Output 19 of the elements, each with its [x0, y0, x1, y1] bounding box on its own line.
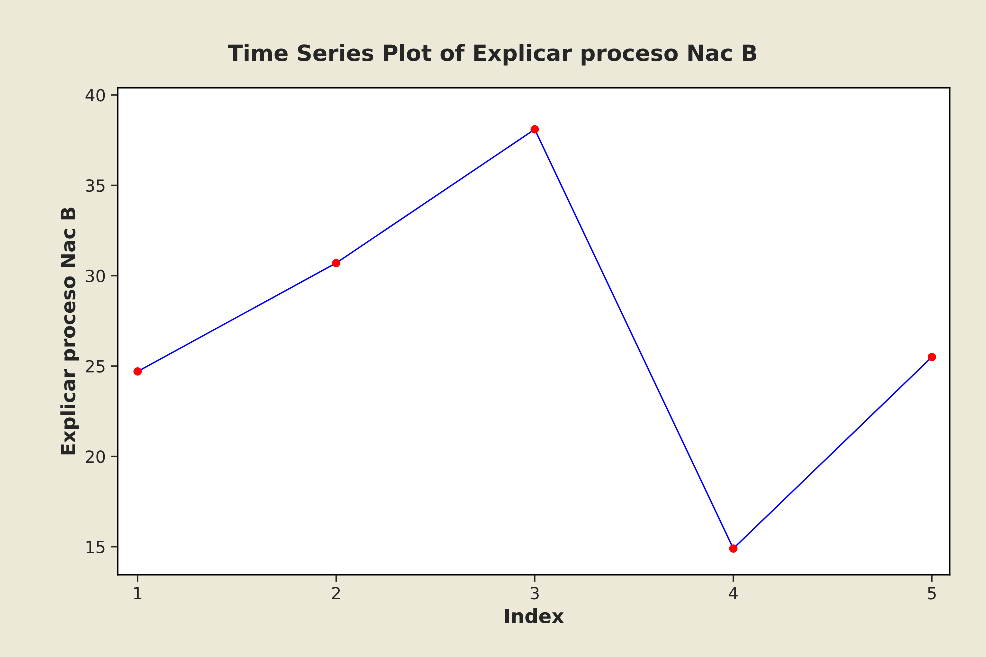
chart-title: Time Series Plot of Explicar proceso Nac B [228, 44, 757, 66]
y-tick-label: 35 [86, 180, 105, 192]
y-axis-title: Explicar proceso Nac B [60, 208, 80, 455]
point [332, 259, 341, 268]
y-tick-label: 30 [86, 270, 106, 282]
y-tick-label: 40 [86, 89, 106, 102]
x-tick-label: 2 [332, 587, 340, 600]
y-tick-label: 15 [86, 541, 105, 554]
point [134, 368, 142, 376]
point [928, 353, 936, 362]
x-tick-label: 4 [729, 587, 738, 600]
x-tick-label: 5 [928, 587, 936, 600]
point [729, 544, 738, 553]
x-axis-title: Index [505, 608, 564, 624]
y-tick-label: 25 [86, 360, 105, 373]
x-tick-label: 1 [134, 587, 142, 600]
x-tick-label: 3 [530, 587, 539, 600]
y-tick-label: 20 [86, 450, 106, 464]
point [530, 125, 540, 134]
